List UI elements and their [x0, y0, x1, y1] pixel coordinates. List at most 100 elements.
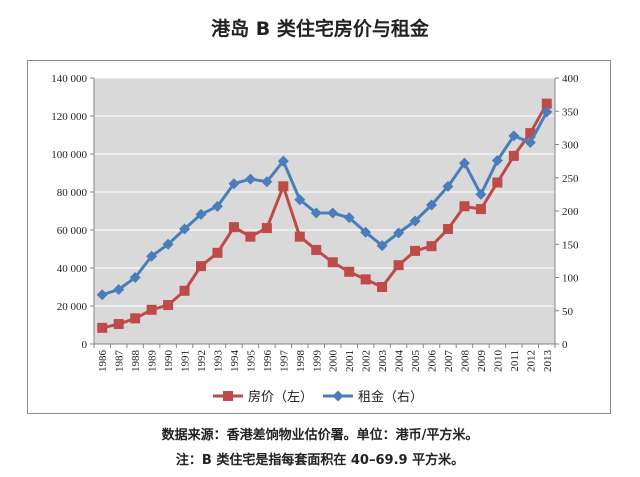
rent-marker — [426, 199, 438, 211]
rent-marker — [261, 176, 273, 188]
rent-marker — [195, 208, 207, 220]
price-marker — [212, 247, 223, 258]
price-marker — [311, 244, 322, 255]
rent-marker — [113, 283, 125, 295]
right-tick-label: 350 — [562, 106, 579, 118]
price-marker — [196, 261, 207, 272]
x-tick-label: 1990 — [163, 350, 175, 373]
price-marker — [475, 204, 486, 215]
x-tick-label: 2001 — [344, 350, 356, 372]
price-marker — [360, 274, 371, 285]
x-tick-label: 1997 — [278, 350, 290, 373]
price-marker — [541, 98, 552, 109]
rent-marker — [491, 154, 503, 166]
price-marker — [130, 313, 141, 324]
right-tick-label: 50 — [562, 306, 574, 318]
rent-marker — [146, 250, 158, 262]
price-marker — [327, 257, 338, 268]
x-tick-label: 1987 — [114, 350, 126, 373]
legend-label: 房价（左） — [248, 389, 313, 405]
price-marker — [393, 260, 404, 271]
left-tick-label: 120 000 — [51, 111, 87, 123]
left-tick-label: 80 000 — [57, 187, 88, 199]
right-tick-label: 250 — [562, 173, 579, 185]
rent-marker — [310, 207, 322, 219]
x-tick-label: 2011 — [509, 350, 521, 372]
x-tick-label: 2013 — [542, 350, 554, 373]
rent-marker — [211, 200, 223, 212]
right-tick-label: 100 — [562, 273, 579, 285]
rent-marker — [228, 178, 240, 190]
right-tick-label: 400 — [562, 73, 579, 85]
price-marker — [410, 245, 421, 256]
definition-note: 注：B 类住宅是指每套面积在 40–69.9 平方米。 — [175, 453, 465, 468]
price-marker — [442, 224, 453, 235]
left-tick-label: 20 000 — [57, 301, 88, 313]
series-line-left — [101, 102, 549, 330]
right-tick-label: 150 — [562, 239, 579, 251]
legend-label: 租金（右） — [358, 389, 423, 405]
x-tick-label: 2009 — [476, 350, 488, 373]
price-marker — [377, 282, 388, 292]
x-tick-label: 2000 — [328, 350, 340, 373]
left-tick-label: 40 000 — [57, 263, 88, 275]
rent-marker — [541, 106, 553, 118]
rent-marker — [277, 155, 289, 167]
x-tick-label: 1998 — [295, 350, 307, 373]
x-tick-label: 2012 — [525, 350, 537, 372]
price-marker — [261, 223, 272, 234]
x-tick-label: 1995 — [245, 350, 257, 373]
rent-marker — [162, 238, 174, 250]
left-tick-label: 60 000 — [57, 225, 88, 237]
x-tick-label: 2008 — [459, 350, 471, 373]
price-marker — [245, 231, 256, 242]
x-tick-label: 1992 — [196, 350, 208, 372]
price-marker — [163, 300, 174, 311]
rent-marker — [360, 226, 372, 238]
rent-marker — [343, 212, 355, 224]
left-tick-label: 0 — [82, 339, 88, 351]
right-tick-label: 300 — [562, 140, 579, 152]
x-tick-label: 2010 — [492, 350, 504, 373]
price-marker — [113, 319, 124, 330]
legend-swatch-marker — [332, 390, 344, 402]
rent-marker — [393, 227, 405, 239]
x-tick-label: 2003 — [377, 350, 389, 373]
chart-title: 港岛 B 类住宅房价与租金 — [211, 18, 429, 40]
rent-marker — [508, 130, 520, 142]
price-marker — [508, 150, 519, 161]
price-marker — [278, 181, 289, 192]
x-tick-label: 2007 — [443, 350, 455, 373]
price-marker — [97, 322, 108, 333]
rent-marker — [409, 215, 421, 227]
x-tick-label: 2006 — [427, 350, 439, 373]
x-tick-label: 1993 — [212, 350, 224, 373]
right-tick-label: 0 — [562, 339, 568, 351]
x-tick-label: 1994 — [229, 350, 241, 373]
x-tick-label: 1991 — [180, 350, 192, 372]
x-tick-label: 2005 — [410, 350, 422, 373]
rent-marker — [327, 207, 339, 219]
rent-marker — [376, 240, 388, 252]
price-marker — [228, 222, 239, 233]
chart-frame: 0 20 000 40 000 60 000 80 000 100 000 120 000 1… — [27, 60, 611, 414]
price-marker — [492, 177, 503, 188]
right-tick-label: 200 — [562, 206, 579, 218]
price-marker — [459, 201, 470, 212]
left-tick-label: 140 000 — [51, 73, 87, 85]
rent-marker — [524, 137, 536, 149]
price-marker — [146, 304, 157, 315]
price-marker — [294, 231, 305, 242]
source-note: 数据来源：香港差饷物业估价署。单位：港币/平方米。 — [161, 428, 479, 443]
rent-marker — [294, 194, 306, 206]
x-tick-label: 1999 — [311, 350, 323, 373]
x-tick-label: 2002 — [361, 350, 373, 372]
legend-swatch-marker — [223, 391, 233, 401]
price-marker — [426, 241, 437, 252]
line-chart: 0 20 000 40 000 60 000 80 000 100 000 120 000 1… — [51, 73, 579, 405]
price-marker — [525, 128, 536, 139]
x-tick-label: 2004 — [394, 350, 406, 373]
rent-marker — [244, 173, 256, 185]
rent-marker — [442, 180, 454, 192]
x-tick-label: 1996 — [262, 350, 274, 373]
